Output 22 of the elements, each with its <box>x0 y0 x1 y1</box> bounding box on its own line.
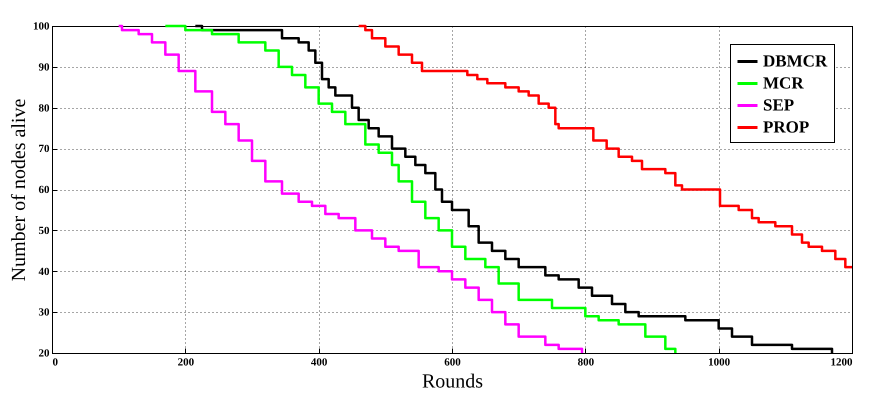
y-tick-label: 90 <box>38 61 50 74</box>
x-tick-label: 1200 <box>830 356 853 368</box>
x-tick-label: 0 <box>52 356 58 368</box>
y-axis-title: Number of nodes alive <box>8 98 30 282</box>
legend-label: DBMCR <box>763 52 828 70</box>
y-tick-label: 60 <box>38 184 50 196</box>
legend-label: PROP <box>763 118 810 136</box>
legend-label: MCR <box>763 74 804 92</box>
y-tick-label: 20 <box>38 348 50 360</box>
y-tick-label: 70 <box>38 143 50 156</box>
x-tick-label: 800 <box>578 356 595 368</box>
y-tick-label: 100 <box>33 20 50 32</box>
legend-label: SEP <box>763 96 794 114</box>
x-axis-title: Rounds <box>422 370 484 392</box>
y-tick-label: 50 <box>38 224 50 237</box>
y-tick-label: 80 <box>38 102 50 114</box>
y-tick-label: 30 <box>38 306 50 319</box>
x-tick-label: 1000 <box>708 356 731 368</box>
y-tick-label: 40 <box>38 266 50 278</box>
x-tick-label: 600 <box>444 356 462 368</box>
x-tick-label: 200 <box>178 356 195 368</box>
x-tick-label: 400 <box>310 356 328 368</box>
